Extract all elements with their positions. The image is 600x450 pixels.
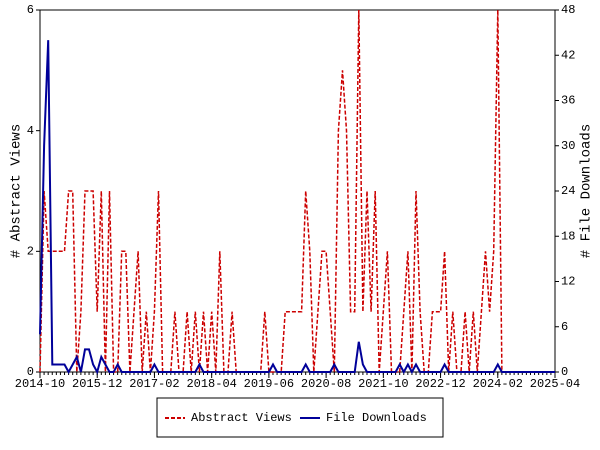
series-line xyxy=(39,40,555,375)
x-tick-label: 2022-12 xyxy=(415,377,465,391)
x-tick-label: 2017-02 xyxy=(129,377,179,391)
y2-tick-label: 30 xyxy=(561,139,575,153)
plot-frame xyxy=(39,9,556,373)
y2-tick-label: 0 xyxy=(561,365,568,379)
x-tick-label: 2024-02 xyxy=(473,377,523,391)
y2-tick-label: 6 xyxy=(561,320,568,334)
x-tick-label: 2014-10 xyxy=(15,377,65,391)
x-tick-label: 2021-10 xyxy=(358,377,408,391)
legend-label: File Downloads xyxy=(326,411,427,425)
y-tick-label: 2 xyxy=(27,245,34,259)
y2-tick-label: 24 xyxy=(561,184,575,198)
y2-tick-label: 18 xyxy=(561,229,575,243)
y2-tick-label: 12 xyxy=(561,275,575,289)
series-line xyxy=(39,9,555,373)
y-tick-label: 6 xyxy=(27,3,34,17)
x-tick-label: 2015-12 xyxy=(72,377,122,391)
x-tick-label: 2020-08 xyxy=(301,377,351,391)
y-tick-label: 0 xyxy=(27,365,34,379)
x-tick-label: 2019-06 xyxy=(244,377,294,391)
y2-tick-label: 36 xyxy=(561,94,575,108)
y2-tick-label: 48 xyxy=(561,3,575,17)
x-tick-label: 2018-04 xyxy=(186,377,236,391)
y-axis-label: # Abstract Views xyxy=(9,124,25,258)
y2-axis-label: # File Downloads xyxy=(579,124,595,258)
y2-tick-label: 42 xyxy=(561,48,575,62)
x-tick-label: 2025-04 xyxy=(530,377,580,391)
y-tick-label: 4 xyxy=(27,124,34,138)
legend-label: Abstract Views xyxy=(191,411,292,425)
